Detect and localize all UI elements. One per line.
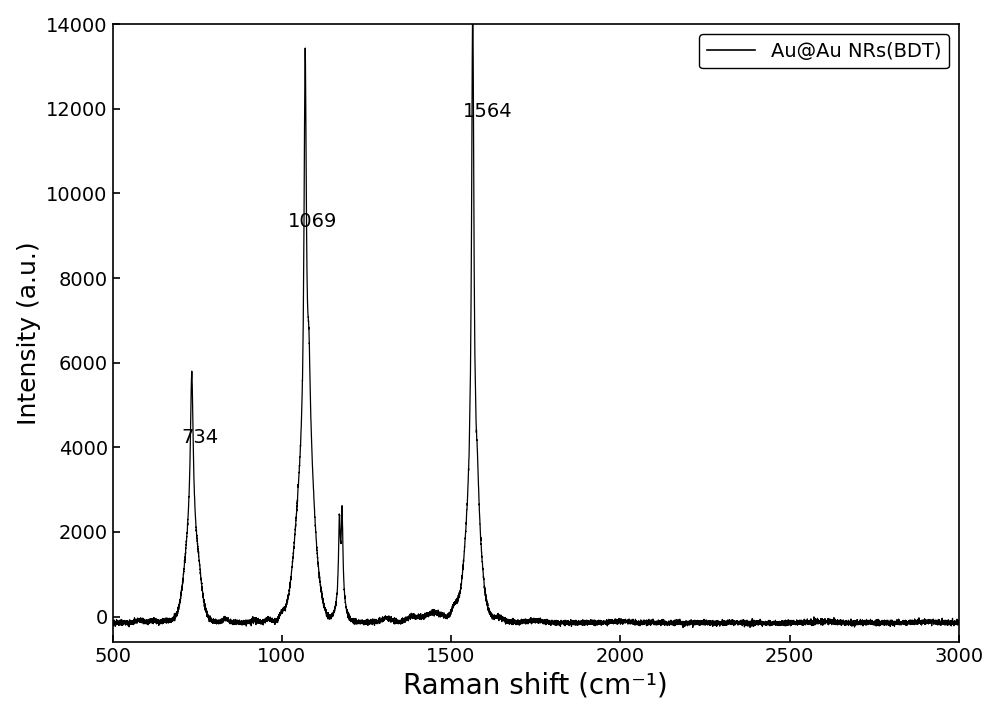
Legend: Au@Au NRs(BDT): Au@Au NRs(BDT) (699, 34, 949, 69)
Text: 1564: 1564 (463, 102, 512, 121)
X-axis label: Raman shift (cm⁻¹): Raman shift (cm⁻¹) (403, 672, 668, 700)
Y-axis label: Intensity (a.u.): Intensity (a.u.) (17, 241, 41, 425)
Text: 1069: 1069 (288, 212, 338, 231)
Text: 734: 734 (182, 428, 219, 447)
